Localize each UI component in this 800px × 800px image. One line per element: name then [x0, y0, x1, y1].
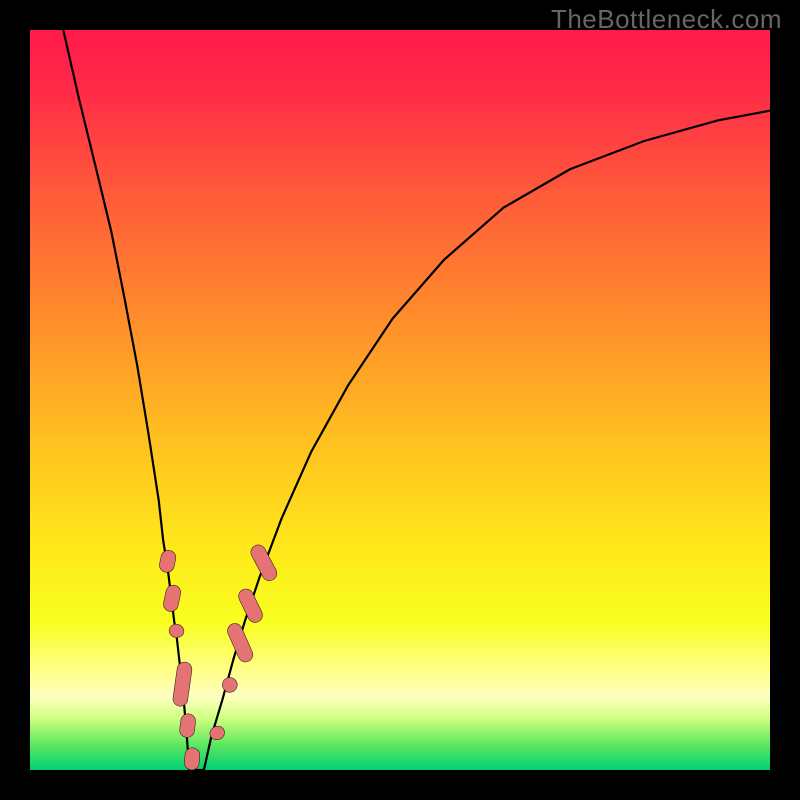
bottleneck-chart-svg	[0, 0, 800, 800]
chart-frame: TheBottleneck.com	[0, 0, 800, 800]
gradient-background	[30, 30, 770, 770]
watermark-text: TheBottleneck.com	[551, 4, 782, 35]
curve-marker	[184, 747, 201, 770]
